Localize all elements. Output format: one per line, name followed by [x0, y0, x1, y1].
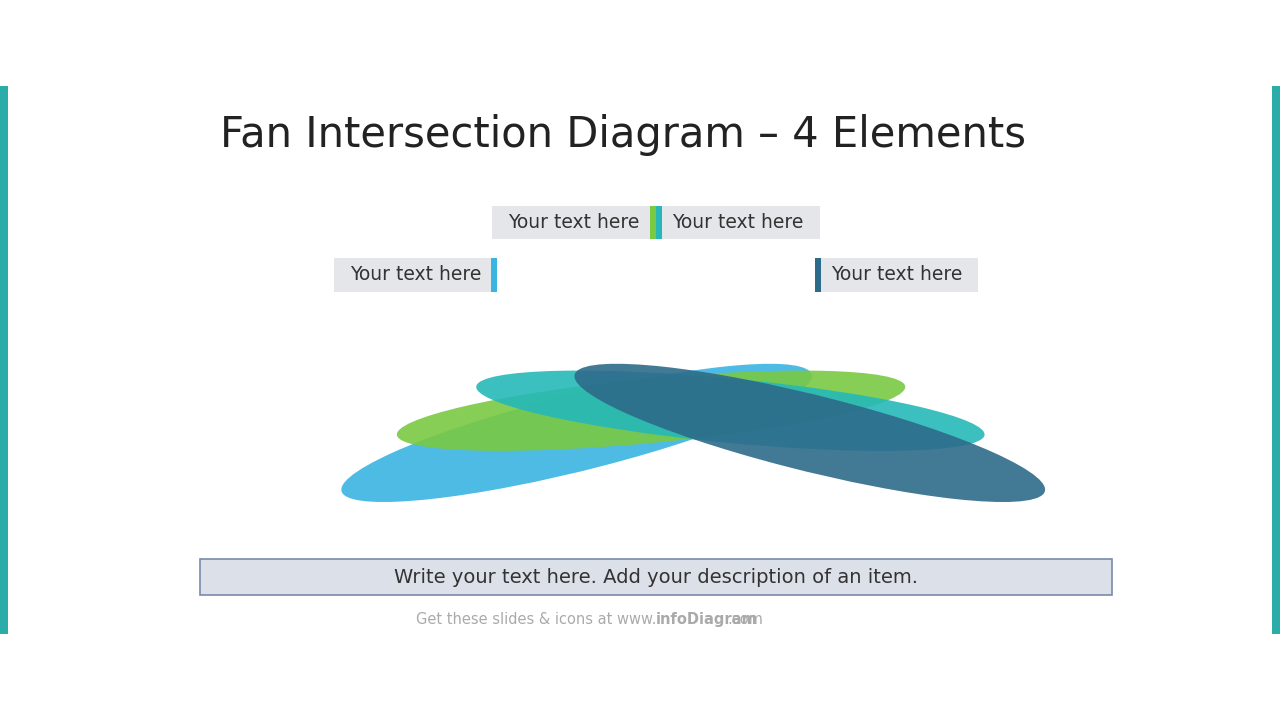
Bar [814, 258, 820, 292]
Bar [492, 258, 497, 292]
Text: .com: .com [727, 612, 763, 627]
FancyBboxPatch shape [657, 206, 819, 239]
Ellipse shape [397, 371, 905, 451]
Text: Your text here: Your text here [831, 266, 963, 284]
FancyBboxPatch shape [334, 258, 497, 292]
Bar [200, 559, 1112, 595]
Text: infoDiagram: infoDiagram [657, 612, 758, 627]
Text: Write your text here. Add your description of an item.: Write your text here. Add your descripti… [394, 567, 918, 587]
Text: Your text here: Your text here [672, 212, 804, 232]
FancyBboxPatch shape [814, 258, 978, 292]
Text: Fan Intersection Diagram – 4 Elements: Fan Intersection Diagram – 4 Elements [220, 114, 1025, 156]
Text: Your text here: Your text here [508, 212, 640, 232]
Bar [650, 206, 657, 239]
FancyBboxPatch shape [493, 206, 657, 239]
Ellipse shape [575, 364, 1044, 502]
Ellipse shape [476, 371, 984, 451]
Ellipse shape [342, 364, 812, 502]
Text: Get these slides & icons at www.: Get these slides & icons at www. [416, 612, 657, 627]
Text: Your text here: Your text here [349, 266, 481, 284]
Bar [657, 206, 662, 239]
